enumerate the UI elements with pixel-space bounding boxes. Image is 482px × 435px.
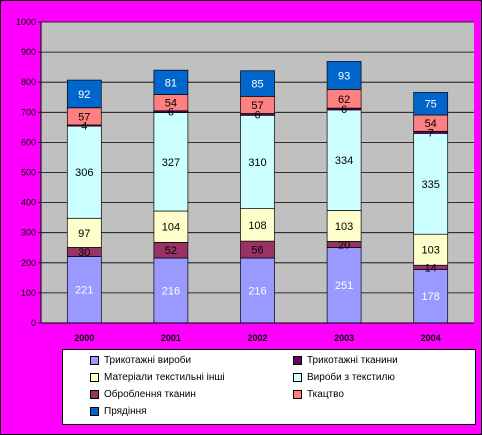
legend-item: Матеріали текстильні інші <box>90 369 225 385</box>
legend-label: Трикотажні вироби <box>104 354 192 366</box>
bar-segment <box>326 210 362 242</box>
legend-swatch <box>293 355 302 365</box>
bar-segment <box>240 70 275 97</box>
bar-segment <box>153 112 189 212</box>
data-label: 104 <box>162 222 180 234</box>
legend-swatch <box>90 355 99 365</box>
y-tick-label: 300 <box>21 228 36 238</box>
bar-segment <box>413 233 449 266</box>
legend-swatch <box>90 389 99 399</box>
data-label: 103 <box>422 245 440 257</box>
y-tick-label: 100 <box>21 288 36 298</box>
y-tick-label: 600 <box>21 137 36 147</box>
chart-legend: Трикотажні вироби Оброблення тканин Матері… <box>62 349 476 425</box>
data-label: 81 <box>165 77 177 89</box>
x-tick-label: 2001 <box>161 333 181 343</box>
data-label: 56 <box>251 245 263 257</box>
legend-swatch <box>293 372 302 382</box>
data-label: 251 <box>335 280 353 292</box>
legend-item: Прядіння <box>90 403 147 419</box>
y-tick-label: 1000 <box>16 17 36 27</box>
data-label: 92 <box>78 89 90 101</box>
data-label: 75 <box>425 99 437 111</box>
bar-segment <box>240 114 275 209</box>
bar-segment <box>413 133 449 235</box>
y-tick-label: 200 <box>21 258 36 268</box>
data-label: 54 <box>425 118 437 130</box>
data-label: 7 <box>428 127 434 139</box>
data-label: 57 <box>78 111 90 123</box>
bar-segment <box>413 269 449 324</box>
legend-item: Ткацтво <box>293 386 344 402</box>
x-tick-label: 2004 <box>421 333 441 343</box>
data-label: 221 <box>75 285 93 297</box>
legend-swatch <box>293 389 302 399</box>
data-label: 4 <box>81 121 87 133</box>
legend-label: Трикотажні тканини <box>307 354 398 366</box>
bar-segment <box>240 208 275 242</box>
legend-item: Трикотажні тканини <box>293 352 398 368</box>
y-tick-label: 900 <box>21 47 36 57</box>
bar-segment <box>66 125 102 219</box>
x-tick-label: 2002 <box>247 333 267 343</box>
bar-segment <box>153 69 189 95</box>
data-label: 6 <box>341 104 347 116</box>
y-tick-label: 400 <box>21 198 36 208</box>
x-tick-label: 2003 <box>334 333 354 343</box>
data-label: 306 <box>75 167 93 179</box>
legend-label: Матеріали текстильні інші <box>104 371 225 383</box>
data-label: 52 <box>165 245 177 257</box>
data-label: 14 <box>425 262 437 274</box>
data-label: 30 <box>78 247 90 259</box>
data-label: 335 <box>422 179 440 191</box>
data-label: 6 <box>168 107 174 119</box>
data-label: 57 <box>251 100 263 112</box>
legend-label: Ткацтво <box>307 388 344 400</box>
bar-segment <box>66 79 102 109</box>
data-label: 97 <box>78 228 90 240</box>
data-label: 108 <box>248 220 266 232</box>
y-tick-label: 0 <box>31 318 36 328</box>
bar-segment <box>326 61 362 90</box>
bar-segment <box>413 92 449 116</box>
data-label: 54 <box>165 98 177 110</box>
data-label: 62 <box>338 94 350 106</box>
legend-swatch <box>90 406 99 416</box>
x-tick-label: 2000 <box>74 333 94 343</box>
data-label: 216 <box>162 285 180 297</box>
legend-label: Оброблення тканин <box>104 388 196 400</box>
legend-item: Вироби з текстилю <box>293 369 395 385</box>
data-label: 216 <box>248 285 266 297</box>
legend-label: Вироби з текстилю <box>307 371 395 383</box>
data-label: 103 <box>335 221 353 233</box>
data-label: 20 <box>338 239 350 251</box>
data-label: 6 <box>254 109 260 121</box>
data-label: 327 <box>162 157 180 169</box>
data-label: 334 <box>335 155 353 167</box>
legend-item: Трикотажні вироби <box>90 352 191 368</box>
bar-segment <box>326 109 362 211</box>
data-label: 310 <box>248 157 266 169</box>
bar-segment <box>66 217 102 248</box>
legend-swatch <box>90 372 99 382</box>
legend-item: Оброблення тканин <box>90 386 196 402</box>
data-label: 85 <box>251 79 263 91</box>
data-label: 93 <box>338 70 350 82</box>
legend-label: Прядіння <box>104 405 147 417</box>
y-tick-label: 500 <box>21 168 36 178</box>
y-tick-label: 800 <box>21 77 36 87</box>
data-label: 178 <box>422 291 440 303</box>
y-tick-label: 700 <box>21 107 36 117</box>
